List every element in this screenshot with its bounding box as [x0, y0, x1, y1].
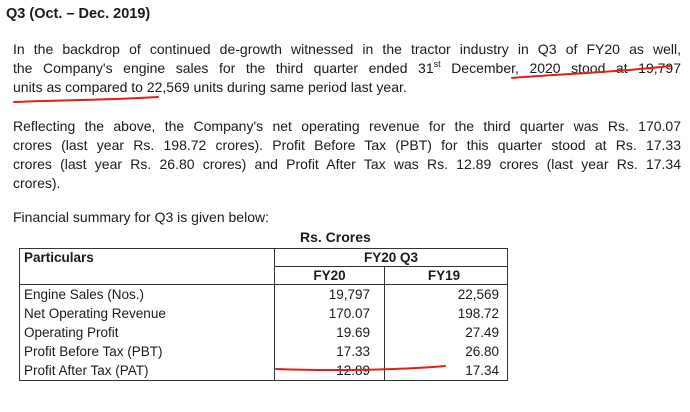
row-label: Profit After Tax (PAT)	[19, 361, 275, 381]
table-row: Profit Before Tax (PBT) 17.33 26.80	[19, 342, 508, 361]
row-fy20: 19,797	[274, 284, 385, 304]
row-fy19: 17.34	[384, 361, 508, 381]
paragraph-line: In the backdrop of continued de-growth w…	[13, 41, 681, 57]
row-fy19: 26.80	[384, 342, 508, 361]
table-subheader-row: FY20 FY19	[20, 266, 508, 285]
header-fy20-q3: FY20 Q3	[274, 248, 508, 267]
paragraph-line: crores (last year Rs. 198.72 crores). Pr…	[13, 137, 681, 153]
row-fy20: 170.07	[274, 304, 385, 323]
table-row: Engine Sales (Nos.) 19,797 22,569	[19, 284, 508, 304]
paragraph-line: units as compared to 22,569 units during…	[13, 79, 407, 95]
header-fy20: FY20	[274, 266, 385, 285]
row-label: Operating Profit	[19, 323, 275, 342]
row-fy20: 19.69	[274, 323, 385, 342]
summary-intro: Financial summary for Q3 is given below:	[13, 209, 269, 225]
table-row: Profit After Tax (PAT) 12.89 17.34	[19, 361, 508, 381]
header-particulars: Particulars	[19, 248, 275, 285]
row-fy20: 17.33	[274, 342, 385, 361]
paragraph-line: crores (last year Rs. 26.80 crores) and …	[13, 156, 681, 172]
financial-summary-table: Particulars FY20 Q3 FY20 FY19 Engine Sal…	[19, 248, 508, 381]
row-label: Engine Sales (Nos.)	[19, 284, 275, 304]
row-fy20: 12.89	[274, 361, 385, 381]
table-caption: Rs. Crores	[300, 229, 371, 245]
paragraph-line: crores).	[13, 175, 61, 191]
paragraph-line: Reflecting the above, the Company's net …	[13, 118, 681, 134]
row-label: Profit Before Tax (PBT)	[19, 342, 275, 361]
table-row: Net Operating Revenue 170.07 198.72	[19, 304, 508, 323]
header-fy19: FY19	[384, 266, 508, 285]
section-heading: Q3 (Oct. – Dec. 2019)	[6, 6, 151, 22]
row-label: Net Operating Revenue	[19, 304, 275, 323]
engine-sales-paragraph: In the backdrop of continued de-growth w…	[13, 40, 681, 97]
table-row: Operating Profit 19.69 27.49	[19, 323, 508, 342]
table-header-row: Particulars FY20 Q3	[19, 248, 508, 285]
revenue-paragraph: Reflecting the above, the Company's net …	[13, 117, 681, 193]
row-fy19: 198.72	[384, 304, 508, 323]
row-fy19: 27.49	[384, 323, 508, 342]
underline-mark	[13, 96, 159, 103]
row-fy19: 22,569	[384, 284, 508, 304]
paragraph-line: the Company's engine sales for the third…	[13, 59, 681, 77]
